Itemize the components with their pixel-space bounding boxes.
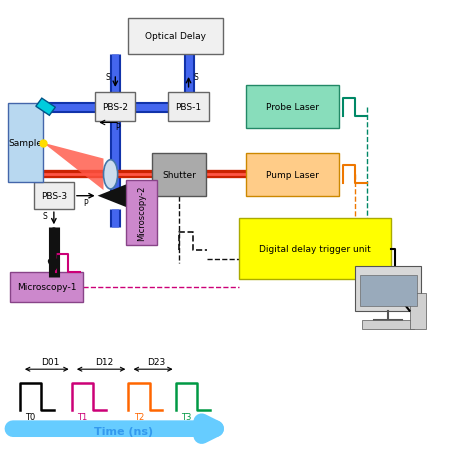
Text: S: S <box>43 212 48 221</box>
Text: Shutter: Shutter <box>162 170 196 179</box>
Text: T1: T1 <box>77 412 87 421</box>
Text: D23: D23 <box>147 357 166 366</box>
Ellipse shape <box>103 160 118 189</box>
Text: Microscopy-2: Microscopy-2 <box>137 185 146 241</box>
Text: PBS-1: PBS-1 <box>175 103 201 112</box>
Text: T2: T2 <box>134 412 144 421</box>
FancyBboxPatch shape <box>34 183 74 210</box>
FancyBboxPatch shape <box>95 93 136 122</box>
FancyBboxPatch shape <box>360 275 417 306</box>
Text: Pump Laser: Pump Laser <box>266 170 319 179</box>
Text: P: P <box>115 123 120 132</box>
Text: Probe Laser: Probe Laser <box>266 103 319 112</box>
FancyBboxPatch shape <box>128 18 223 55</box>
Text: Microscopy-1: Microscopy-1 <box>17 283 76 292</box>
Text: Sample: Sample <box>9 139 43 148</box>
FancyBboxPatch shape <box>362 320 414 329</box>
FancyBboxPatch shape <box>152 153 206 196</box>
Text: Digital delay trigger unit: Digital delay trigger unit <box>259 244 371 253</box>
Text: D01: D01 <box>41 357 60 366</box>
Text: P: P <box>83 198 88 207</box>
FancyBboxPatch shape <box>10 273 83 302</box>
Polygon shape <box>43 143 103 191</box>
Polygon shape <box>98 185 126 207</box>
Text: PBS-2: PBS-2 <box>102 103 128 112</box>
FancyBboxPatch shape <box>246 86 338 129</box>
Text: S: S <box>106 73 110 81</box>
Text: Optical Delay: Optical Delay <box>145 32 206 41</box>
FancyBboxPatch shape <box>8 104 43 183</box>
FancyBboxPatch shape <box>168 93 209 122</box>
Polygon shape <box>36 99 55 116</box>
Text: S: S <box>193 73 198 81</box>
FancyBboxPatch shape <box>246 153 338 196</box>
FancyBboxPatch shape <box>355 266 421 311</box>
FancyBboxPatch shape <box>239 219 391 280</box>
Text: Time (ns): Time (ns) <box>94 426 153 436</box>
Text: T0: T0 <box>25 412 36 421</box>
FancyBboxPatch shape <box>126 180 156 246</box>
Text: PBS-3: PBS-3 <box>41 192 67 201</box>
Text: D12: D12 <box>96 357 114 366</box>
Text: T3: T3 <box>181 412 191 421</box>
FancyBboxPatch shape <box>410 293 426 329</box>
